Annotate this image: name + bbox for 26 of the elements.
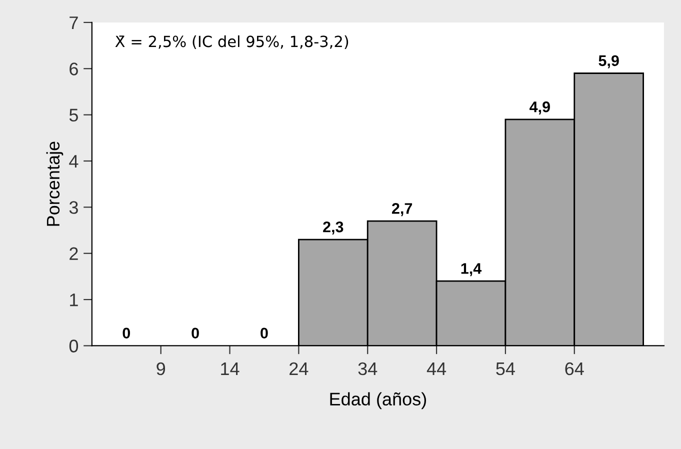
y-tick-label: 2: [70, 247, 78, 260]
annotation: X̄ = 2,5% (IC del 95%, 1,8-3,2): [115, 35, 348, 50]
y-tick-label: 5: [69, 108, 78, 122]
y-tick-label: 6: [70, 62, 78, 76]
data-label: 4,9: [530, 101, 550, 114]
data-label: 2,3: [323, 222, 344, 235]
data-label: 1,4: [461, 263, 482, 276]
text: 44: [426, 362, 446, 375]
y-tick-label: 1: [70, 294, 78, 306]
data-label: 0: [260, 328, 268, 339]
text: 24: [290, 362, 308, 375]
text: 14: [221, 362, 240, 375]
y-tick-label: 7: [70, 16, 78, 29]
data-label: 0: [192, 328, 199, 339]
y-axis-title: Porcentaje: [46, 142, 64, 226]
data-label: 0: [122, 328, 130, 339]
data-label: 5,9: [598, 55, 619, 68]
text: 9: [156, 362, 166, 376]
data-label: 2,7: [392, 203, 412, 216]
y-tick-label: 4: [69, 155, 78, 168]
y-tick-label: 3: [69, 201, 78, 214]
y-tick-label: 0: [69, 340, 78, 352]
text: 54: [496, 362, 515, 376]
x-axis-title: Edad (años): [330, 392, 426, 410]
text: 34: [358, 362, 378, 376]
text: 64: [565, 362, 584, 376]
